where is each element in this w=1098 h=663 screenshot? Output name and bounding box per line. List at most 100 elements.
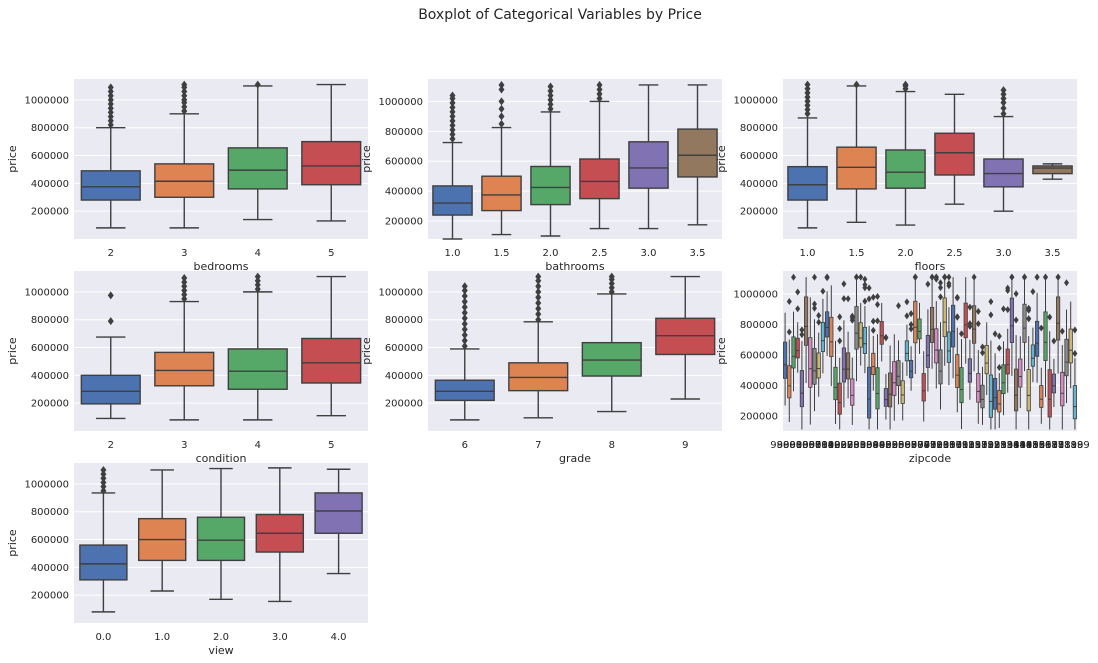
box-body [434, 379, 495, 402]
box-body [1018, 358, 1023, 388]
box-2 [80, 83, 141, 229]
outlier-point [1013, 290, 1019, 298]
box-body [967, 358, 972, 383]
outlier-point [908, 325, 914, 333]
outlier-point [804, 101, 811, 110]
box-0.0 [79, 465, 128, 613]
box-body [934, 132, 975, 176]
zip-box [816, 311, 822, 397]
zip-box [1009, 273, 1015, 376]
outlier-point [498, 97, 505, 106]
x-tick-label: 98133 [981, 440, 1013, 451]
zip-box [791, 273, 796, 392]
outlier-point [1000, 109, 1007, 118]
outlier-point [461, 303, 468, 312]
outlier-point [824, 273, 830, 281]
x-tick-label: 98177 [1032, 440, 1064, 451]
box-2.5 [934, 93, 975, 205]
y-tick-label: 200000 [31, 207, 69, 218]
box-3.0 [255, 467, 305, 603]
box-3 [154, 80, 215, 229]
outlier-point [804, 105, 811, 114]
x-tick-label: 0.0 [95, 632, 111, 643]
box-body [913, 300, 918, 344]
x-tick-label: 98166 [1020, 440, 1052, 451]
outlier-point [461, 286, 468, 295]
boxplot-panel-bathrooms: 200000 400000 600000 800000 1000000 price 1.0 1… [360, 79, 722, 273]
box-body [530, 165, 571, 206]
x-tick-label: 98199 [1058, 440, 1090, 451]
zip-box [938, 279, 943, 410]
zip-box [980, 343, 985, 425]
outlier-point [461, 314, 468, 323]
zip-box [1047, 313, 1053, 430]
outlier-point [107, 95, 114, 104]
zip-box [900, 362, 905, 421]
outlier-point [841, 280, 847, 288]
y-tick-label: 400000 [31, 563, 69, 574]
x-tick-label: 98155 [1013, 440, 1045, 451]
outlier-point [535, 299, 542, 307]
outlier-point [896, 302, 901, 310]
x-tick-label: 98144 [994, 440, 1026, 451]
box-8 [581, 272, 642, 413]
outlier-point [992, 330, 998, 338]
box-body [951, 304, 956, 348]
zip-box [925, 280, 931, 392]
outlier-point [254, 280, 261, 289]
outlier-point [849, 314, 855, 322]
box-body [787, 365, 792, 399]
box-body [80, 170, 141, 201]
box-body [314, 492, 363, 534]
box-body [883, 388, 888, 407]
zip-box [1030, 288, 1036, 383]
outlier-point [608, 283, 615, 292]
outlier-point [535, 272, 542, 281]
outlier-point [535, 276, 542, 285]
outlier-point [498, 119, 505, 128]
box-body [917, 318, 922, 340]
outlier-point [942, 273, 948, 281]
outlier-point [596, 94, 603, 103]
outlier-point [181, 278, 188, 287]
outlier-point [535, 287, 542, 296]
box-body [909, 359, 914, 379]
outlier-point [181, 282, 188, 291]
outlier-point [498, 112, 505, 121]
outlier-point [1034, 273, 1040, 281]
zip-box [829, 285, 834, 387]
outlier-point [181, 294, 188, 303]
outlier-point [547, 91, 554, 100]
outlier-point [1059, 327, 1065, 335]
box-3 [154, 273, 215, 421]
box-body [925, 334, 930, 368]
outlier-point [812, 300, 817, 308]
box-body [837, 382, 842, 415]
outlier-point [837, 313, 843, 321]
outlier-point [535, 310, 542, 319]
outlier-point [804, 93, 811, 102]
outlier-point [862, 281, 868, 289]
box-3.5 [1032, 163, 1073, 180]
zip-box [892, 334, 897, 421]
y-tick-label: 200000 [385, 217, 423, 228]
box-body [841, 347, 846, 383]
outlier-point [908, 310, 914, 318]
y-tick-label: 600000 [385, 157, 423, 168]
zip-box [1013, 290, 1019, 430]
outlier-point [875, 317, 880, 325]
y-tick-label: 200000 [385, 399, 423, 410]
outlier-point [875, 293, 880, 301]
y-axis-label: price [6, 145, 19, 173]
box-body [799, 370, 804, 408]
box-5 [301, 83, 362, 222]
box-body [432, 185, 473, 216]
y-tick-label: 400000 [31, 371, 69, 382]
zip-box [946, 273, 952, 386]
y-tick-label: 600000 [31, 151, 69, 162]
box-body [959, 367, 964, 404]
outlier-point [980, 343, 985, 351]
box-body [976, 372, 981, 403]
box-body [829, 316, 834, 358]
